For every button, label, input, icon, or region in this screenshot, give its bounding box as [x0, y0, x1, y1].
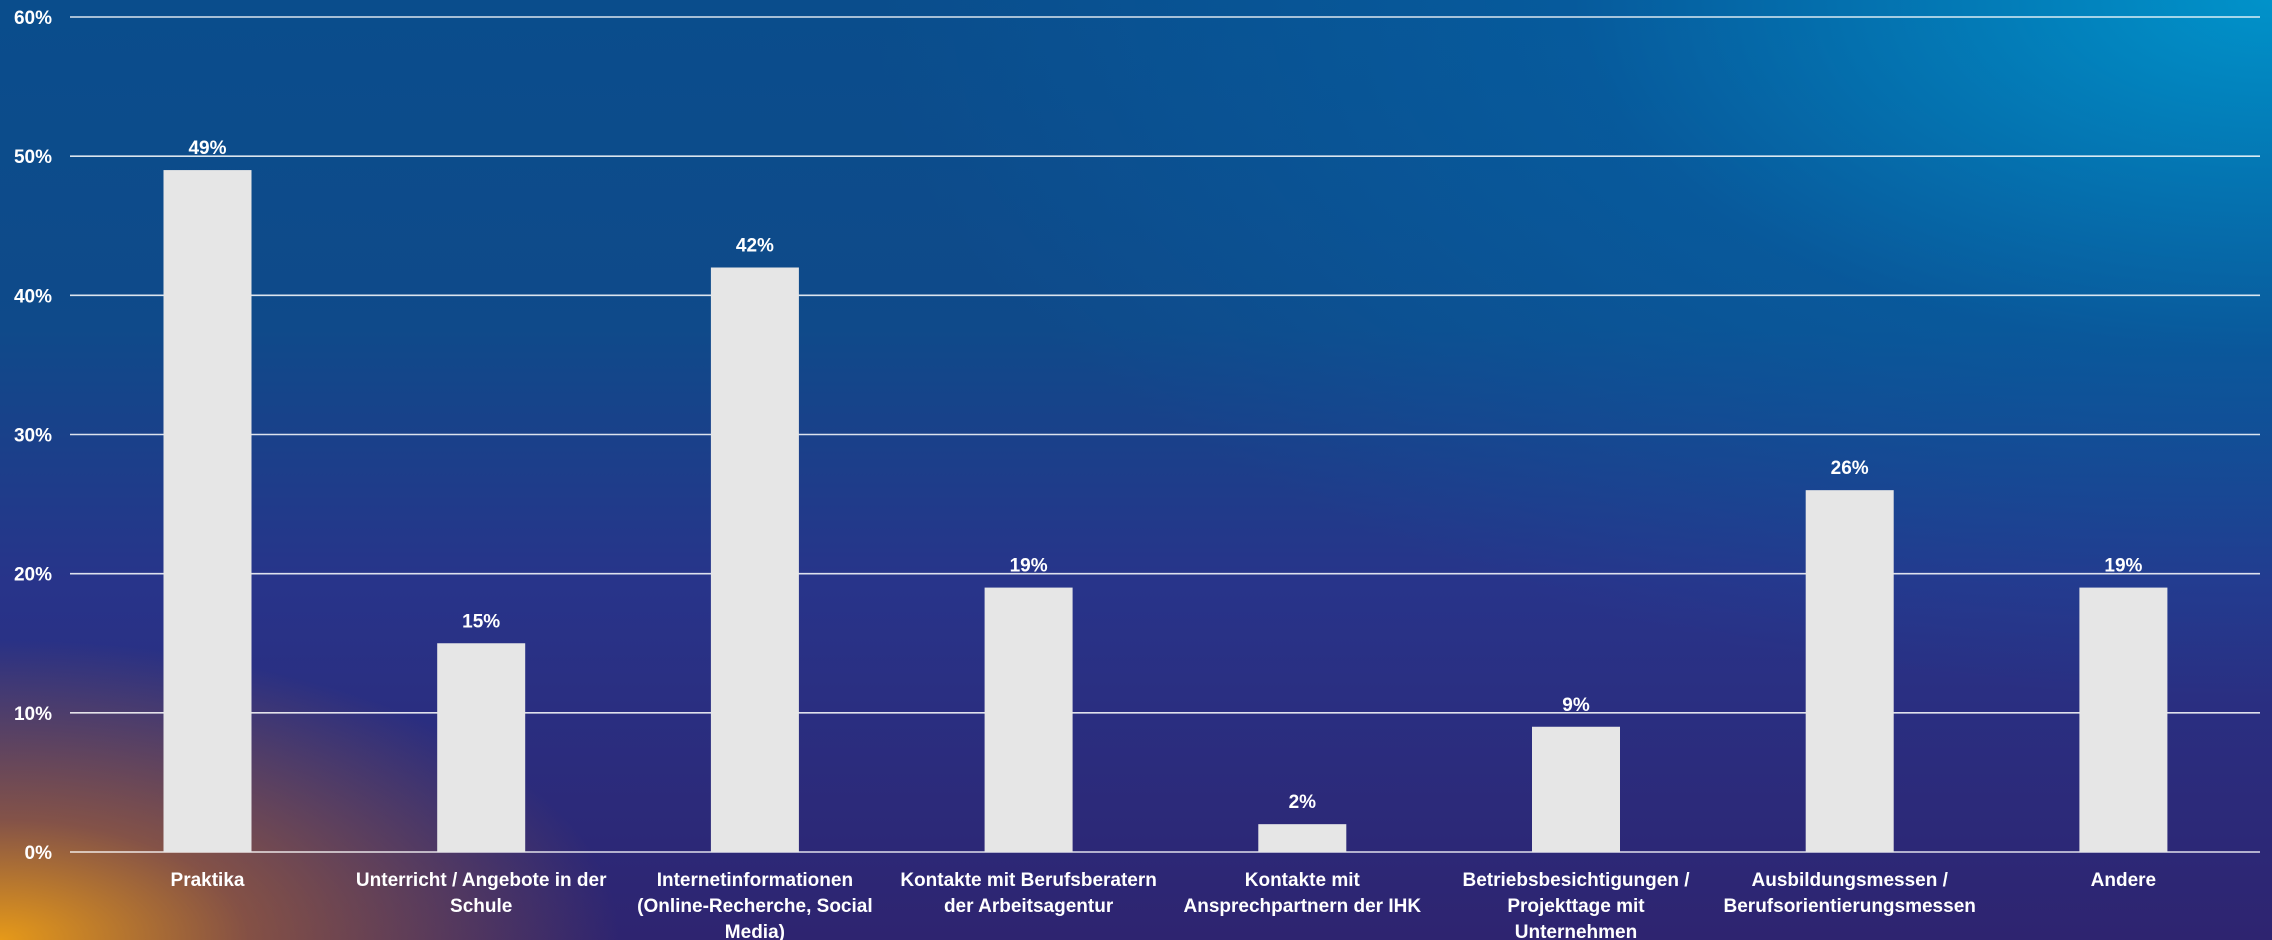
category-label-line: Betriebsbesichtigungen / [1463, 870, 1691, 891]
bar [1532, 726, 1620, 852]
category-label: Kontakte mit Berufsberatern der Arbeitsag… [900, 870, 1157, 917]
y-tick-label: 40% [14, 286, 52, 307]
category-label-line: Kontakte mit Berufsberatern [900, 870, 1157, 891]
bar-value-label: 15% [462, 611, 500, 632]
category-label: Betriebsbesichtigungen / Projekttage mit U… [1463, 870, 1691, 940]
category-label: Andere [2091, 870, 2156, 891]
category-label: Praktika [171, 870, 245, 891]
bar-value-label: 49% [188, 138, 226, 159]
bar [710, 267, 799, 852]
category-label-line: Schule [450, 896, 512, 917]
category-label: Internetinformationen (Online-Recherche, … [637, 870, 872, 940]
category-label: Kontakte mit Ansprechpartnern der IHK [1184, 870, 1422, 917]
category-label-line: Kontakte mit [1245, 870, 1361, 891]
bar-value-label: 26% [1831, 458, 1869, 479]
bar [437, 643, 526, 852]
bar-value-label: 2% [1289, 792, 1317, 813]
y-tick-label: 10% [14, 704, 52, 725]
bar-value-label: 42% [736, 236, 774, 257]
bar-value-label: 19% [2104, 556, 2142, 577]
y-tick-label: 60% [14, 8, 52, 29]
category-label-line: Ausbildungsmessen / [1752, 870, 1949, 891]
category-label: Unterricht / Angebote in der Schule [356, 870, 607, 917]
y-tick-label: 50% [14, 147, 52, 168]
category-label-line: Projekttage mit [1507, 896, 1645, 917]
category-label-line: Media) [725, 922, 785, 940]
bars [163, 170, 2168, 853]
category-label-line: Andere [2091, 870, 2156, 891]
y-tick-label: 20% [14, 565, 52, 586]
category-label-line: (Online-Recherche, Social [637, 896, 872, 917]
bar-value-label: 9% [1562, 695, 1590, 716]
y-axis-ticks: 0% 10% 20% 30% 40% 50% 60% [14, 8, 52, 864]
category-label-line: Unterricht / Angebote in der [356, 870, 607, 891]
bar [163, 170, 252, 853]
category-label-line: Berufsorientierungsmessen [1724, 896, 1976, 917]
category-label-line: Ansprechpartnern der IHK [1184, 896, 1422, 917]
bar [1805, 490, 1894, 852]
y-tick-label: 0% [25, 843, 53, 864]
category-label-line: Praktika [171, 870, 245, 891]
category-label: Ausbildungsmessen / Berufsorientierungsme… [1724, 870, 1976, 917]
data-labels: 49% 15% 42% 19% 2% 9% 26% 19% [188, 138, 2142, 813]
category-label-line: der Arbeitsagentur [944, 896, 1114, 917]
bar-value-label: 19% [1010, 556, 1048, 577]
category-label-line: Unternehmen [1515, 922, 1637, 940]
gridlines [70, 16, 2260, 853]
y-tick-label: 30% [14, 426, 52, 447]
bar [984, 587, 1073, 852]
category-label-line: Internetinformationen [657, 870, 853, 891]
bar [2079, 587, 2168, 852]
bar [1258, 824, 1347, 852]
category-labels: Praktika Unterricht / Angebote in der Schu… [171, 870, 2157, 940]
